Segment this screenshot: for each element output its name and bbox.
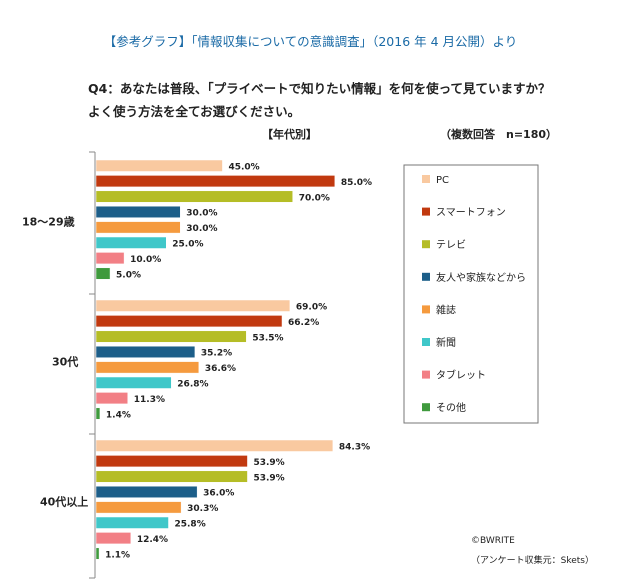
bar-0-4	[95, 221, 181, 234]
bar-1-6	[95, 392, 129, 405]
category-label-2: 40代以上	[40, 495, 88, 509]
data-label-1-0: 69.0%	[296, 303, 327, 313]
question-line-1: Q4：あなたは普段、「プライベートで知りたい情報」を何を使って見ていますか？	[88, 81, 551, 96]
bar-0-5	[95, 236, 167, 249]
bar-2-5	[95, 516, 169, 529]
bar-1-4	[95, 361, 200, 374]
subtitle-age-group: 【年代別】	[262, 128, 317, 141]
legend-label-6: タブレット	[436, 369, 486, 382]
legend-label-4: 雑誌	[436, 303, 456, 316]
bar-0-7	[95, 267, 111, 280]
question-line-2: よく使う方法を全てお選びください。	[88, 104, 301, 119]
bar-0-2	[95, 190, 293, 203]
bar-1-7	[95, 407, 101, 420]
data-label-2-0: 84.3%	[339, 443, 370, 453]
data-label-0-0: 45.0%	[228, 163, 259, 173]
bar-2-6	[95, 532, 132, 545]
header-title: 【参考グラフ】「情報収集についての意識調査」（2016 年 4 月公開）より	[103, 34, 518, 49]
legend-swatch-5	[422, 338, 430, 346]
legend-swatch-2	[422, 240, 430, 249]
category-label-0: 18～29歳	[22, 215, 75, 229]
legend-label-2: テレビ	[436, 239, 466, 251]
data-label-0-4: 30.0%	[186, 224, 217, 234]
data-label-1-4: 36.6%	[205, 364, 236, 374]
data-label-0-7: 5.0%	[116, 270, 141, 280]
data-label-2-5: 25.8%	[174, 520, 205, 530]
source-note: （アンケート収集元：Skets）	[471, 556, 594, 566]
bar-0-3	[95, 205, 181, 218]
legend-swatch-7	[422, 403, 430, 412]
bar-1-1	[95, 315, 283, 328]
bar-1-3	[95, 345, 196, 358]
legend-box	[403, 164, 539, 424]
data-label-0-1: 85.0%	[341, 178, 372, 188]
legend-swatch-3	[422, 272, 430, 281]
legend-label-7: その他	[436, 401, 466, 414]
bar-0-0	[95, 159, 223, 172]
bar-2-2	[95, 470, 248, 483]
copyright: ©BWRITE	[471, 536, 515, 546]
data-label-1-6: 11.3%	[134, 395, 165, 405]
bar-2-1	[95, 455, 248, 468]
data-label-2-4: 30.3%	[187, 504, 218, 514]
data-label-1-1: 66.2%	[288, 318, 319, 328]
legend-swatch-6	[422, 370, 430, 379]
bar-1-5	[95, 376, 172, 389]
data-label-1-3: 35.2%	[201, 349, 232, 359]
bar-2-3	[95, 485, 198, 498]
data-label-1-5: 26.8%	[177, 380, 208, 390]
bar-2-7	[95, 547, 100, 560]
legend-label-1: スマートフォン	[436, 208, 506, 219]
data-label-0-2: 70.0%	[299, 193, 330, 203]
legend-swatch-1	[422, 207, 430, 216]
data-label-0-3: 30.0%	[186, 209, 217, 219]
bar-1-0	[95, 299, 291, 312]
bar-1-2	[95, 330, 247, 343]
data-label-2-3: 36.0%	[203, 489, 234, 499]
legend-swatch-4	[422, 305, 430, 314]
data-label-2-7: 1.1%	[105, 550, 130, 560]
data-label-1-7: 1.4%	[106, 410, 131, 420]
bar-0-6	[95, 252, 125, 265]
data-label-1-2: 53.5%	[252, 333, 283, 343]
data-label-2-6: 12.4%	[137, 535, 168, 545]
data-label-0-5: 25.0%	[172, 240, 203, 250]
legend-label-5: 新聞	[436, 336, 456, 349]
bar-2-4	[95, 501, 182, 514]
category-label-1: 30代	[52, 355, 78, 369]
data-label-2-1: 53.9%	[253, 458, 284, 468]
bar-0-1	[95, 175, 336, 188]
subtitle-respondents: （複数回答 n=180）	[440, 128, 558, 141]
bar-2-0	[95, 439, 334, 452]
legend-label-0: PC	[436, 175, 449, 186]
legend-swatch-0	[422, 175, 430, 183]
data-label-2-2: 53.9%	[253, 473, 284, 483]
data-label-0-6: 10.0%	[130, 255, 161, 265]
legend-label-3: 友人や家族などから	[436, 271, 526, 284]
